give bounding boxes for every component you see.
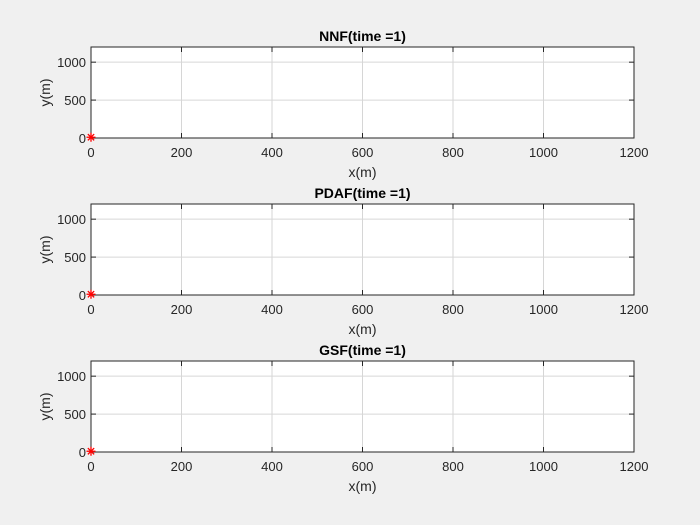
x-tick-label: 0 (87, 145, 94, 160)
x-tick-label: 1200 (620, 459, 649, 474)
x-axis-label: x(m) (349, 164, 377, 180)
x-tick-label: 200 (171, 459, 193, 474)
x-tick-label: 600 (352, 302, 374, 317)
x-tick-label: 400 (261, 459, 283, 474)
y-tick-label: 0 (79, 288, 86, 303)
x-tick-label: 600 (352, 459, 374, 474)
x-tick-label: 800 (442, 459, 464, 474)
y-tick-label: 1000 (57, 55, 86, 70)
subplot-3: 0 200 400 600 800 1000 1200 0 500 1000 GSF(time =1… (37, 342, 648, 494)
data-point (86, 289, 96, 299)
subplot-1: 0 200 400 600 800 1000 1200 0 500 1000 NNF(time =1… (37, 28, 648, 180)
chart-title: PDAF(time =1) (314, 185, 410, 201)
chart-title: GSF(time =1) (319, 342, 406, 358)
y-axis-label: y(m) (37, 236, 53, 264)
x-tick-label: 1200 (620, 302, 649, 317)
y-axis-label: y(m) (37, 79, 53, 107)
x-tick-label: 800 (442, 302, 464, 317)
subplot-2: 0 200 400 600 800 1000 1200 0 500 1000 PDAF(time =… (37, 185, 648, 337)
x-tick-label: 400 (261, 145, 283, 160)
y-tick-label: 1000 (57, 212, 86, 227)
y-tick-label: 1000 (57, 369, 86, 384)
y-tick-label: 500 (64, 93, 86, 108)
x-tick-label: 1000 (529, 145, 558, 160)
y-tick-label: 500 (64, 250, 86, 265)
x-tick-label: 0 (87, 459, 94, 474)
chart-title: NNF(time =1) (319, 28, 406, 44)
y-tick-label: 500 (64, 407, 86, 422)
data-point (86, 132, 96, 142)
x-tick-label: 1200 (620, 145, 649, 160)
data-point (86, 446, 96, 456)
x-tick-label: 1000 (529, 459, 558, 474)
y-tick-label: 0 (79, 445, 86, 460)
x-tick-label: 600 (352, 145, 374, 160)
y-axis-label: y(m) (37, 393, 53, 421)
x-tick-label: 200 (171, 145, 193, 160)
x-axis-label: x(m) (349, 478, 377, 494)
x-tick-label: 0 (87, 302, 94, 317)
x-tick-label: 1000 (529, 302, 558, 317)
x-axis-label: x(m) (349, 321, 377, 337)
x-tick-label: 200 (171, 302, 193, 317)
x-tick-label: 800 (442, 145, 464, 160)
y-tick-label: 0 (79, 131, 86, 146)
x-tick-label: 400 (261, 302, 283, 317)
